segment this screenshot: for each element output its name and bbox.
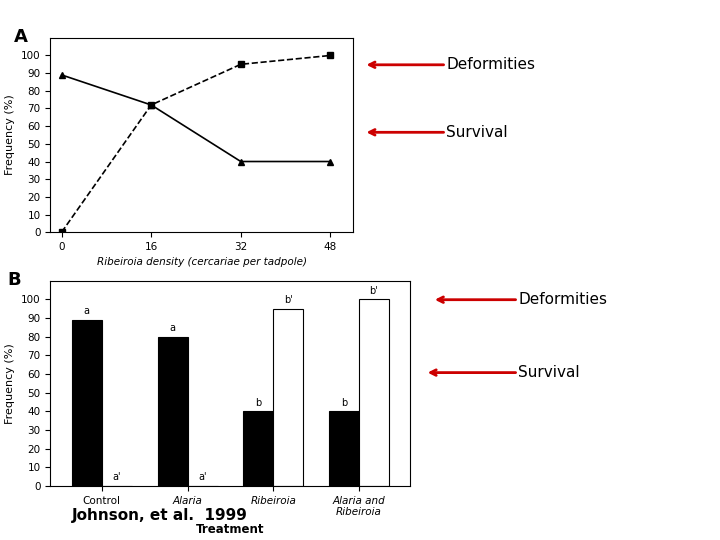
Bar xyxy=(72,320,102,486)
Bar xyxy=(329,411,359,486)
Y-axis label: Frequency (%): Frequency (%) xyxy=(6,94,16,176)
Text: a': a' xyxy=(112,472,121,482)
Text: B: B xyxy=(7,271,21,288)
Text: b: b xyxy=(341,397,347,408)
Text: a': a' xyxy=(198,472,207,482)
Text: Deformities: Deformities xyxy=(518,292,608,307)
Bar xyxy=(274,309,303,486)
Bar xyxy=(158,337,187,486)
Text: b': b' xyxy=(369,286,378,296)
Text: a: a xyxy=(84,306,90,316)
Text: Survival: Survival xyxy=(518,365,580,380)
Y-axis label: Frequency (%): Frequency (%) xyxy=(6,343,16,424)
Text: Survival: Survival xyxy=(446,125,508,140)
Text: a: a xyxy=(169,323,176,333)
Text: Johnson, et al.  1999: Johnson, et al. 1999 xyxy=(72,508,248,523)
X-axis label: Ribeiroia density (cercariae per tadpole): Ribeiroia density (cercariae per tadpole… xyxy=(96,258,307,267)
Bar xyxy=(243,411,274,486)
Bar xyxy=(359,300,389,486)
Text: A: A xyxy=(14,28,28,46)
X-axis label: Treatment: Treatment xyxy=(196,523,265,536)
Text: Deformities: Deformities xyxy=(446,57,536,72)
Text: b: b xyxy=(255,397,261,408)
Text: b': b' xyxy=(284,295,292,305)
